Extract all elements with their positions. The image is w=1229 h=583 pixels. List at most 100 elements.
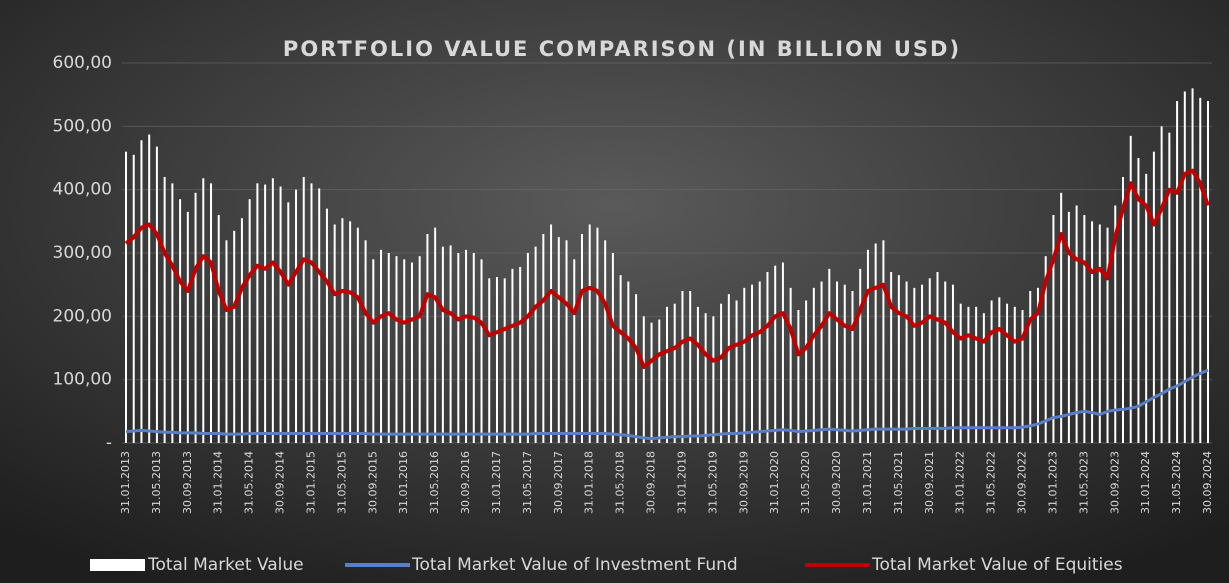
bar bbox=[217, 215, 220, 443]
x-tick-label: 31.05.2023 bbox=[1077, 451, 1090, 514]
bar bbox=[1106, 227, 1109, 443]
bar bbox=[488, 278, 491, 443]
bar bbox=[519, 266, 522, 443]
x-tick-label: 30.09.2016 bbox=[459, 451, 472, 514]
bar bbox=[619, 275, 622, 443]
bar bbox=[1121, 177, 1124, 443]
x-tick-label: 31.01.2019 bbox=[675, 451, 688, 514]
bar bbox=[650, 322, 653, 443]
bar bbox=[928, 278, 931, 443]
bar bbox=[1013, 306, 1016, 443]
legend-label: Total Market Value of Equities bbox=[871, 555, 1123, 575]
bar bbox=[859, 268, 862, 443]
bar bbox=[1091, 221, 1094, 443]
bar bbox=[998, 297, 1001, 443]
y-tick-label: 200,00 bbox=[53, 306, 112, 326]
legend-label: Total Market Value bbox=[147, 555, 304, 575]
bar bbox=[836, 281, 839, 443]
bar bbox=[1052, 215, 1055, 443]
bar bbox=[1176, 101, 1179, 443]
legend-swatch bbox=[90, 559, 145, 571]
bar bbox=[333, 224, 336, 443]
bar bbox=[1183, 91, 1186, 443]
bar bbox=[403, 259, 406, 443]
bar bbox=[1098, 224, 1101, 443]
bar bbox=[233, 230, 236, 443]
bar bbox=[696, 306, 699, 443]
x-tick-label: 31.01.2020 bbox=[768, 451, 781, 514]
bar bbox=[410, 262, 413, 443]
bar bbox=[951, 284, 954, 443]
x-tick-label: 30.09.2024 bbox=[1201, 451, 1214, 514]
y-tick-label: 500,00 bbox=[53, 116, 112, 136]
line bbox=[125, 368, 1209, 441]
bar bbox=[704, 313, 707, 443]
bar bbox=[171, 183, 174, 444]
bar bbox=[1129, 135, 1132, 444]
x-tick-label: 31.05.2017 bbox=[521, 451, 534, 514]
bar bbox=[1067, 211, 1070, 443]
bar bbox=[781, 262, 784, 443]
bar bbox=[264, 184, 267, 443]
bar bbox=[441, 246, 444, 443]
bar bbox=[179, 199, 182, 443]
bar bbox=[959, 303, 962, 443]
bar bbox=[434, 227, 437, 443]
bar bbox=[457, 253, 460, 443]
bar bbox=[797, 310, 800, 443]
bar bbox=[580, 234, 583, 443]
bar bbox=[905, 281, 908, 443]
bar bbox=[287, 202, 290, 443]
x-tick-label: 31.01.2016 bbox=[397, 451, 410, 514]
bar bbox=[774, 265, 777, 443]
bar bbox=[418, 256, 421, 443]
bar bbox=[789, 287, 792, 443]
bar bbox=[449, 245, 452, 443]
bar bbox=[743, 287, 746, 443]
bar bbox=[248, 199, 251, 443]
bar bbox=[828, 268, 831, 443]
x-tick-label: 31.05.2014 bbox=[243, 451, 256, 514]
x-tick-label: 31.01.2021 bbox=[861, 451, 874, 514]
x-tick-label: 31.01.2013 bbox=[119, 451, 132, 514]
x-tick-label: 30.09.2017 bbox=[552, 451, 565, 514]
bar bbox=[295, 189, 298, 443]
bar bbox=[534, 246, 537, 443]
bar bbox=[820, 281, 823, 443]
bar bbox=[1036, 287, 1039, 443]
x-tick-label: 31.01.2018 bbox=[583, 451, 596, 514]
x-tick-label: 31.05.2021 bbox=[892, 451, 905, 514]
x-tick-label: 31.05.2013 bbox=[150, 451, 163, 514]
bar bbox=[526, 253, 529, 443]
bar bbox=[132, 154, 135, 444]
bar bbox=[256, 183, 259, 444]
bar bbox=[194, 192, 197, 443]
bar bbox=[148, 134, 151, 444]
bar bbox=[766, 272, 769, 443]
bar bbox=[310, 183, 313, 444]
bar bbox=[511, 268, 514, 443]
bar bbox=[851, 291, 854, 443]
bar bbox=[1191, 88, 1194, 443]
bar bbox=[890, 272, 893, 443]
bar bbox=[666, 306, 668, 443]
x-tick-label: 31.01.2014 bbox=[212, 451, 225, 514]
bar bbox=[712, 316, 715, 443]
x-tick-label: 30.09.2021 bbox=[923, 451, 936, 514]
bar bbox=[843, 284, 846, 443]
x-tick-label: 30.09.2019 bbox=[737, 451, 750, 514]
bar bbox=[372, 259, 375, 443]
bar bbox=[210, 183, 213, 444]
x-tick-label: 31.05.2018 bbox=[614, 451, 627, 514]
bar bbox=[140, 140, 143, 443]
bar bbox=[480, 259, 483, 443]
bar bbox=[125, 151, 127, 443]
x-tick-label: 31.05.2024 bbox=[1170, 451, 1183, 514]
x-tick-label: 30.09.2022 bbox=[1016, 451, 1029, 514]
bar bbox=[921, 284, 924, 443]
bar bbox=[271, 178, 274, 443]
bar bbox=[364, 240, 367, 443]
bar bbox=[982, 313, 985, 443]
bar bbox=[155, 146, 158, 443]
